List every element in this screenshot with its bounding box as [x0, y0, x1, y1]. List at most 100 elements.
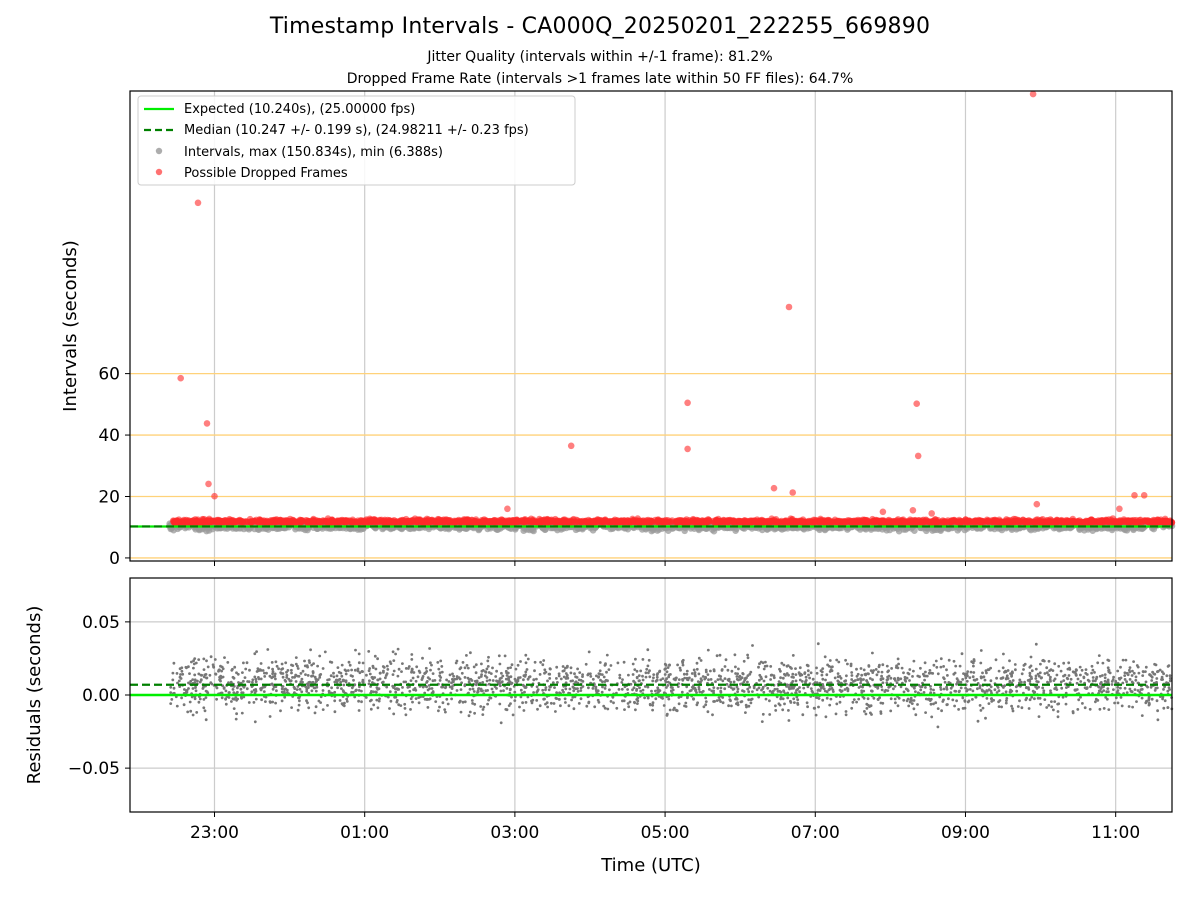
residual-point	[444, 710, 447, 714]
residual-point	[824, 715, 828, 719]
residual-point	[936, 707, 940, 710]
residual-point	[986, 668, 990, 672]
residual-point	[1064, 702, 1068, 706]
residual-point	[989, 679, 993, 683]
residual-point	[290, 706, 293, 709]
residual-point	[744, 711, 747, 714]
residual-point	[760, 677, 763, 681]
residual-point	[189, 709, 193, 713]
residual-point	[761, 687, 765, 690]
dropped-frame-point	[684, 518, 691, 526]
residual-point	[411, 676, 415, 680]
residual-point	[774, 704, 777, 708]
residual-point	[844, 713, 848, 717]
residual-point	[615, 706, 619, 710]
residual-point	[416, 675, 420, 679]
residual-point	[522, 709, 526, 712]
residual-point	[942, 698, 945, 702]
dropped-frame-point	[196, 519, 203, 526]
residual-point	[951, 698, 955, 702]
dropped-frame-point	[389, 518, 397, 526]
residual-point	[1071, 711, 1075, 715]
residual-point	[942, 687, 946, 691]
residual-point	[408, 689, 412, 693]
residual-point	[825, 696, 829, 700]
interval-point	[883, 527, 890, 534]
residual-point	[1004, 677, 1008, 681]
dropped-frame-point	[590, 518, 597, 526]
residual-point	[732, 680, 736, 684]
residual-point	[310, 689, 314, 693]
residual-point	[719, 686, 723, 690]
residual-point	[866, 681, 870, 684]
legend-intervals-marker	[155, 147, 163, 155]
residual-point	[1106, 666, 1110, 670]
residual-point	[1116, 669, 1120, 673]
dropped-frame-point	[527, 518, 535, 526]
dropped-frame-outlier	[928, 510, 935, 517]
residual-point	[372, 703, 376, 707]
residual-point	[801, 713, 805, 717]
dropped-frame-point	[817, 518, 824, 526]
residual-point	[682, 672, 686, 676]
residual-point	[895, 681, 899, 685]
residual-point	[290, 671, 293, 675]
residual-point	[1076, 677, 1080, 681]
dropped-frame-point	[291, 518, 299, 526]
residual-point	[421, 685, 425, 689]
dropped-frame-point	[543, 519, 550, 526]
residual-point	[524, 670, 528, 674]
residual-point	[987, 702, 991, 705]
residual-point	[622, 660, 626, 664]
residual-point	[838, 700, 842, 704]
residual-point	[715, 654, 719, 658]
residual-point	[835, 702, 839, 706]
legend-dropped-label: Possible Dropped Frames	[184, 166, 348, 181]
residual-point	[1000, 705, 1003, 709]
residual-point	[224, 689, 228, 693]
residual-point	[1112, 675, 1115, 679]
residual-point	[469, 651, 472, 655]
residual-point	[410, 658, 414, 661]
legend-intervals-label: Intervals, max (150.834s), min (6.388s)	[184, 145, 443, 160]
residual-point	[902, 671, 905, 675]
residual-point	[307, 659, 311, 662]
residual-point	[939, 657, 943, 661]
residual-point	[955, 699, 958, 703]
residual-point	[1123, 671, 1127, 675]
residual-point	[809, 687, 813, 690]
dropped-frame-point	[971, 519, 978, 526]
residual-point	[709, 678, 713, 681]
residual-point	[631, 673, 635, 676]
residual-point	[440, 685, 443, 689]
residual-point	[850, 674, 854, 677]
residual-point	[525, 668, 529, 671]
dropped-frame-point	[265, 518, 273, 526]
residual-point	[244, 667, 248, 671]
residual-point	[231, 688, 235, 691]
residual-point	[321, 708, 325, 711]
residual-point	[896, 657, 900, 661]
residual-point	[793, 701, 796, 704]
residual-point	[546, 705, 549, 709]
residual-point	[620, 681, 624, 684]
residual-point	[723, 677, 727, 680]
residual-point	[736, 687, 740, 691]
dropped-frame-point	[1081, 519, 1089, 526]
residual-point	[554, 696, 558, 700]
residual-point	[1003, 684, 1007, 688]
residual-point	[533, 660, 537, 664]
residual-point	[394, 690, 398, 694]
residual-point	[487, 698, 490, 702]
residual-point	[414, 679, 418, 683]
dropped-frame-point	[841, 519, 849, 526]
residual-point	[952, 672, 956, 676]
residual-point	[193, 657, 197, 660]
residual-point	[953, 704, 956, 708]
residual-point	[352, 678, 355, 682]
residual-point	[1094, 700, 1097, 704]
residual-point	[321, 689, 325, 692]
residual-point	[326, 704, 329, 707]
residual-point	[922, 691, 926, 694]
residual-point	[912, 659, 916, 663]
